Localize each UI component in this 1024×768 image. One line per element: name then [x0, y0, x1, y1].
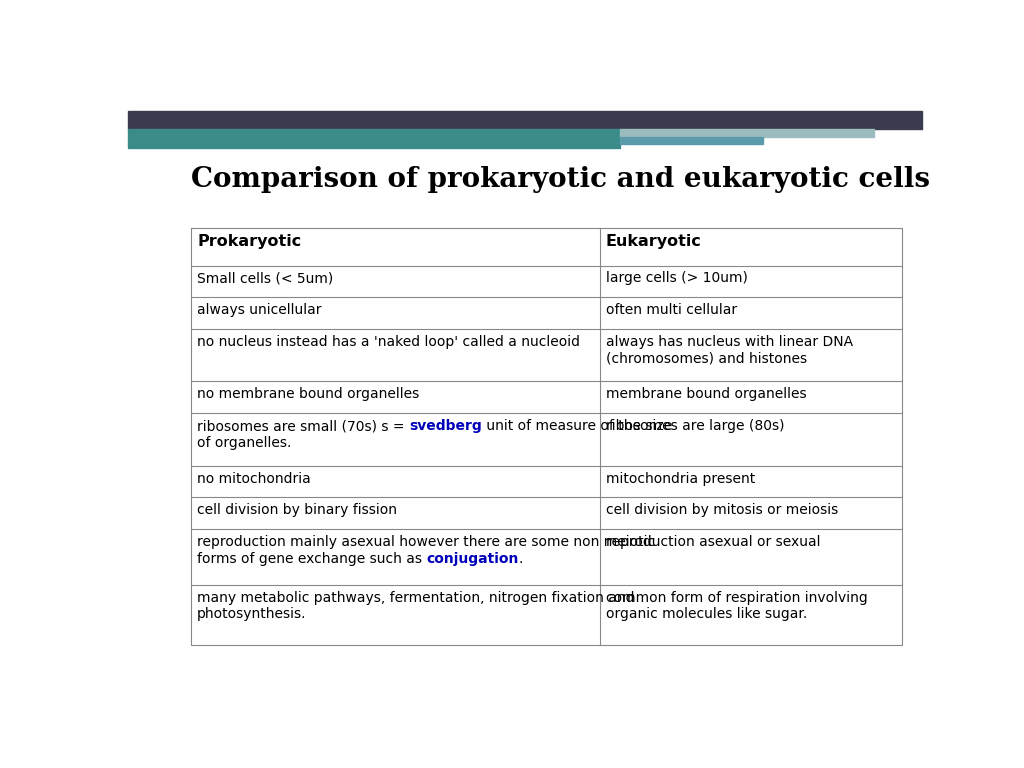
Text: ribosomes are small (70s) s =: ribosomes are small (70s) s = — [197, 419, 409, 433]
Text: conjugation: conjugation — [426, 551, 519, 566]
Text: membrane bound organelles: membrane bound organelles — [606, 387, 806, 402]
Text: Prokaryotic: Prokaryotic — [197, 234, 301, 249]
Text: Small cells (< 5um): Small cells (< 5um) — [197, 271, 333, 286]
Text: unit of measure of the size: unit of measure of the size — [481, 419, 672, 433]
Text: Eukaryotic: Eukaryotic — [606, 234, 701, 249]
Bar — [620, 137, 763, 144]
Text: reproduction mainly asexual however there are some non meiotic: reproduction mainly asexual however ther… — [197, 535, 655, 549]
Text: no mitochondria: no mitochondria — [197, 472, 311, 485]
Text: forms of gene exchange such as: forms of gene exchange such as — [197, 551, 426, 566]
Text: many metabolic pathways, fermentation, nitrogen fixation and
photosynthesis.: many metabolic pathways, fermentation, n… — [197, 591, 635, 621]
Text: ribosomes are large (80s): ribosomes are large (80s) — [606, 419, 784, 433]
Bar — [620, 129, 873, 137]
Text: always has nucleus with linear DNA
(chromosomes) and histones: always has nucleus with linear DNA (chro… — [606, 335, 853, 366]
Text: cell division by binary fission: cell division by binary fission — [197, 503, 397, 518]
Text: .: . — [519, 551, 523, 566]
Text: common form of respiration involving
organic molecules like sugar.: common form of respiration involving org… — [606, 591, 867, 621]
Text: svedberg: svedberg — [409, 419, 481, 433]
Bar — [128, 129, 620, 148]
Text: cell division by mitosis or meiosis: cell division by mitosis or meiosis — [606, 503, 838, 518]
Text: mitochondria present: mitochondria present — [606, 472, 755, 485]
Text: Comparison of prokaryotic and eukaryotic cells: Comparison of prokaryotic and eukaryotic… — [191, 166, 931, 193]
Text: often multi cellular: often multi cellular — [606, 303, 737, 317]
Text: reproduction asexual or sexual: reproduction asexual or sexual — [606, 535, 820, 549]
Bar — [128, 111, 922, 129]
Text: no membrane bound organelles: no membrane bound organelles — [197, 387, 419, 402]
Text: large cells (> 10um): large cells (> 10um) — [606, 271, 748, 286]
Text: no nucleus instead has a 'naked loop' called a nucleoid: no nucleus instead has a 'naked loop' ca… — [197, 335, 580, 349]
Text: always unicellular: always unicellular — [197, 303, 322, 317]
Text: of organelles.: of organelles. — [197, 435, 292, 450]
